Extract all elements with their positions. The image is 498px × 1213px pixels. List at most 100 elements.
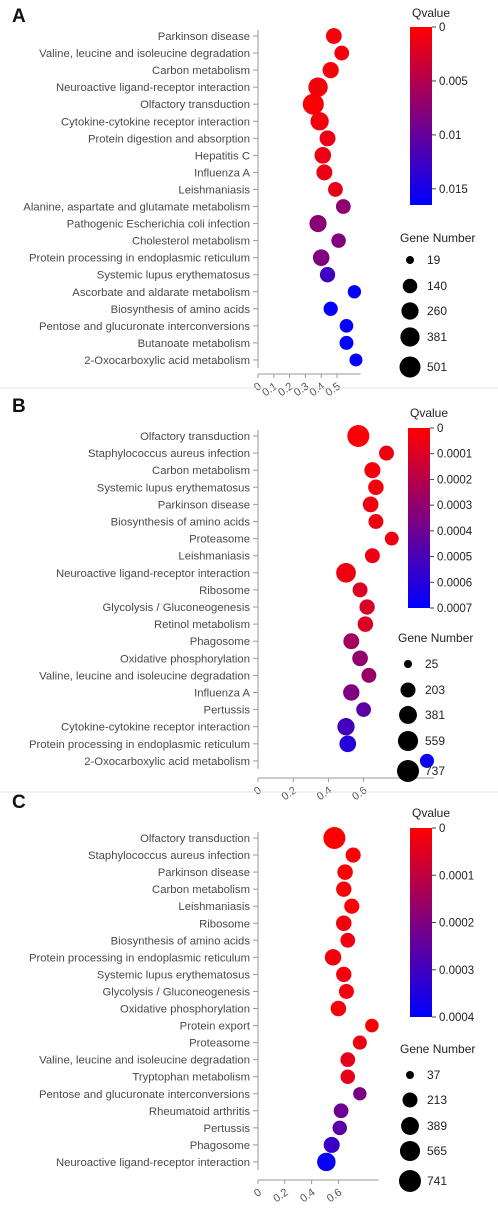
data-point (335, 199, 351, 214)
data-point (322, 62, 339, 79)
data-point (334, 45, 350, 61)
y-tick-label: Ribosome (199, 585, 250, 597)
x-tick-label: 0 (252, 381, 264, 394)
color-legend-tick-label: 0 (437, 423, 443, 435)
data-point (339, 735, 357, 753)
y-tick-label: Valine, leucine and isoleucine degradati… (39, 48, 250, 60)
data-point (344, 898, 360, 914)
data-point (419, 753, 435, 768)
size-legend-label: 381 (425, 708, 445, 722)
size-legend-dot (401, 1117, 419, 1135)
y-tick-label: Leishmaniasis (178, 551, 250, 563)
data-point (349, 353, 363, 367)
y-tick-label: Leishmaniasis (178, 901, 250, 913)
y-tick-label: 2-Oxocarboxylic acid metabolism (84, 355, 250, 367)
size-legend-title: Gene Number (398, 631, 473, 645)
y-tick-label: Biosynthesis of amino acids (111, 935, 251, 947)
y-tick-label: Olfactory transduction (140, 431, 250, 443)
y-tick-label: Staphylococcus aureus infection (88, 448, 250, 460)
panel-label: B (12, 396, 26, 417)
y-tick-label: Valine, leucine and isoleucine degradati… (39, 1055, 250, 1067)
data-point (362, 496, 379, 513)
size-legend-dot (404, 660, 412, 668)
data-point (343, 633, 360, 650)
data-point (352, 1035, 367, 1050)
y-tick-label: Systemic lupus erythematosus (97, 270, 251, 282)
y-tick-label: Biosynthesis of amino acids (111, 517, 251, 529)
color-legend-tick-label: 0.0003 (437, 500, 472, 512)
data-point (323, 301, 338, 316)
y-tick-label: Systemic lupus erythematosus (97, 482, 251, 494)
color-legend-tick-label: 0.0006 (437, 577, 472, 589)
size-legend-dot (402, 278, 418, 294)
y-tick-label: Protein processing in endoplasmic reticu… (29, 739, 250, 751)
y-tick-label: Parkinson disease (158, 499, 250, 511)
data-point (345, 847, 361, 863)
y-tick-label: Tryptophan metabolism (132, 1072, 250, 1084)
data-point (384, 531, 399, 546)
size-legend-dot (399, 1170, 421, 1192)
y-tick-label: Pentose and glucuronate interconversions (39, 321, 250, 333)
data-point (364, 548, 380, 564)
size-legend-dot (397, 730, 419, 752)
chart-panel-c: C Olfactory transduction Staphylococcus au… (12, 792, 475, 1205)
y-tick-label: Neuroactive ligand-receptor interaction (56, 82, 250, 94)
color-legend-tick-label: 0.0007 (437, 603, 472, 615)
data-point (319, 130, 336, 147)
data-point (316, 164, 333, 181)
color-legend-tick-label: 0.0003 (439, 965, 474, 977)
data-point (333, 1103, 349, 1119)
data-point (309, 214, 327, 233)
y-tick-label: Ribosome (199, 918, 250, 930)
x-tick-label: 0.6 (350, 785, 369, 804)
data-point (347, 425, 370, 447)
size-legend-label: 737 (425, 764, 445, 778)
y-tick-label: Proteasome (189, 1038, 250, 1050)
x-tick-label: 0.2 (271, 1187, 290, 1206)
y-tick-label: 2-Oxocarboxylic acid metabolism (84, 756, 250, 768)
panel-label: A (12, 6, 26, 27)
y-tick-label: Olfactory transduction (140, 99, 250, 111)
y-tick-label: Carbon metabolism (152, 465, 250, 477)
color-legend-bar (410, 27, 432, 205)
y-tick-label: Cytokine-cytokine receptor interaction (61, 722, 250, 734)
y-tick-label: Influenza A (194, 167, 250, 179)
y-tick-label: Biosynthesis of amino acids (111, 304, 251, 316)
data-point (353, 1087, 367, 1101)
data-point (328, 182, 343, 197)
y-tick-label: Neuroactive ligand-receptor interaction (56, 1157, 250, 1169)
color-legend-bar (410, 828, 432, 1017)
data-point (356, 702, 371, 717)
y-tick-label: Influenza A (194, 688, 250, 700)
y-tick-label: Parkinson disease (158, 31, 250, 43)
size-legend-label: 213 (427, 1093, 447, 1107)
panel-label: C (12, 792, 26, 813)
x-tick-label: 0.5 (323, 381, 342, 400)
size-legend-dot (406, 256, 414, 264)
size-legend-label: 559 (425, 734, 445, 748)
size-legend-label: 565 (427, 1144, 447, 1158)
y-tick-label: Glycolysis / Gluconeogenesis (102, 602, 250, 614)
color-legend-tick-label: 0.0002 (439, 918, 474, 930)
size-legend-dot (399, 1140, 421, 1162)
y-tick-label: Oxidative phosphorylation (120, 1004, 250, 1016)
color-legend-tick-label: 0.0005 (437, 552, 472, 564)
data-point (352, 582, 368, 598)
size-legend-dot (400, 327, 420, 347)
y-tick-label: Rheumatoid arthritis (149, 1106, 250, 1118)
data-point (359, 599, 375, 615)
y-tick-label: Pertussis (204, 1123, 251, 1135)
y-tick-label: Retinol metabolism (154, 619, 250, 631)
y-tick-label: Pentose and glucuronate interconversions (39, 1089, 250, 1101)
chart-panel-a: A Parkinson disease Valine, leucine and is… (0, 6, 498, 399)
y-tick-label: Hepatitis C (195, 150, 250, 162)
data-point (340, 1069, 356, 1084)
y-tick-label: Cholesterol metabolism (132, 236, 250, 248)
y-tick-label: Phagosome (190, 1140, 250, 1152)
y-tick-label: Neuroactive ligand-receptor interaction (56, 568, 250, 580)
size-legend-dot (401, 302, 419, 320)
data-point (361, 667, 377, 683)
color-legend-tick-label: 0.0001 (437, 449, 472, 461)
y-tick-label: Olfactory transduction (140, 833, 250, 845)
y-tick-label: Phagosome (190, 636, 250, 648)
